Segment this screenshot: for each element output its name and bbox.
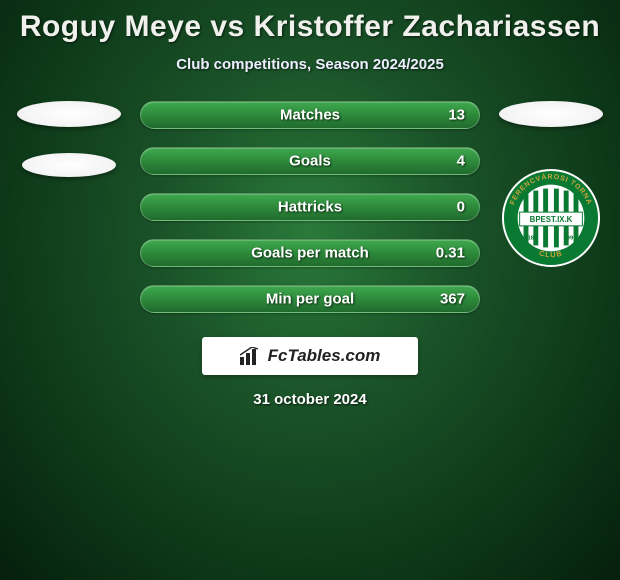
content-root: Roguy Meye vs Kristoffer Zachariassen Cl… <box>0 0 620 408</box>
stat-value: 4 <box>457 153 465 170</box>
badge-year-right: 99 <box>567 236 574 242</box>
badge-year-left: 18 <box>527 236 534 242</box>
stat-bars: Matches 13 Goals 4 Hattricks 0 Goals per… <box>140 101 480 313</box>
left-placeholder-1 <box>17 101 121 127</box>
stat-bar-min-per-goal: Min per goal 367 <box>140 285 480 313</box>
stat-value: 0.31 <box>436 245 465 262</box>
date-text: 31 october 2024 <box>0 391 620 408</box>
left-placeholder-2 <box>22 153 116 177</box>
stat-bar-matches: Matches 13 <box>140 101 480 129</box>
left-player-col <box>16 101 122 177</box>
comparison-title: Roguy Meye vs Kristoffer Zachariassen <box>0 10 620 44</box>
comparison-subtitle: Club competitions, Season 2024/2025 <box>0 56 620 73</box>
right-placeholder <box>499 101 603 127</box>
stat-value: 13 <box>448 107 465 124</box>
stat-label: Hattricks <box>141 199 479 216</box>
stat-value: 367 <box>440 291 465 308</box>
stat-label: Min per goal <box>141 291 479 308</box>
attribution-box: FcTables.com <box>202 337 418 375</box>
stat-bar-goals: Goals 4 <box>140 147 480 175</box>
stat-bar-hattricks: Hattricks 0 <box>140 193 480 221</box>
comparison-layout: Matches 13 Goals 4 Hattricks 0 Goals per… <box>0 101 620 313</box>
stat-value: 0 <box>457 199 465 216</box>
badge-center-text: BPEST.IX.K <box>530 215 573 224</box>
club-badge-icon: BPEST.IX.K FERENCVÁROSI TORNA CLUB 18 99 <box>502 169 600 267</box>
stat-label: Goals <box>141 153 479 170</box>
attribution-text: FcTables.com <box>268 346 381 366</box>
stat-label: Goals per match <box>141 245 479 262</box>
stat-bar-goals-per-match: Goals per match 0.31 <box>140 239 480 267</box>
bar-chart-icon <box>240 347 262 365</box>
right-player-col: BPEST.IX.K FERENCVÁROSI TORNA CLUB 18 99 <box>498 101 604 267</box>
stat-label: Matches <box>141 107 479 124</box>
